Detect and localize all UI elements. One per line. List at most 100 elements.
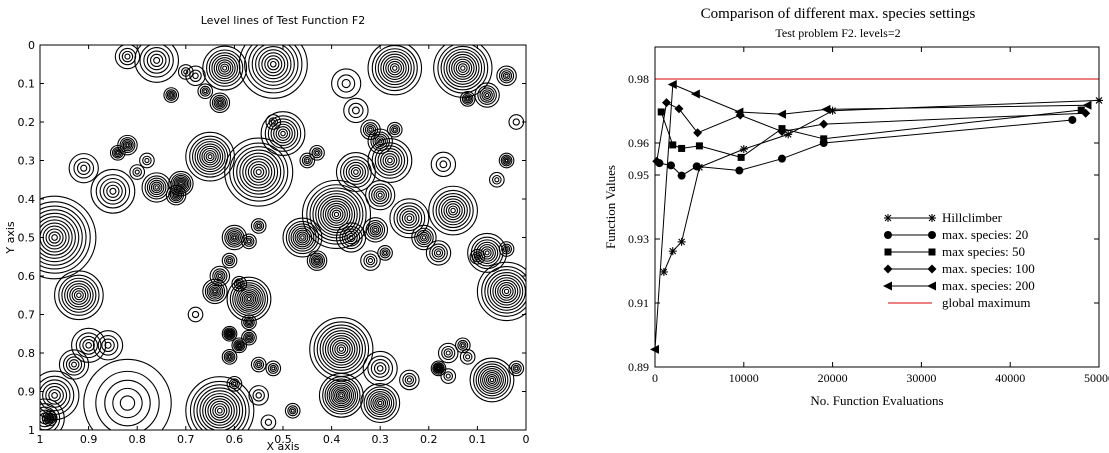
contour-ring [265, 360, 282, 377]
contour-peak [238, 45, 308, 99]
contour-ring [429, 243, 448, 263]
contour-peak [437, 342, 459, 364]
contour-ring [47, 415, 53, 422]
contour-ring [457, 63, 468, 73]
contour-ring [360, 119, 381, 140]
data-point [819, 119, 829, 129]
contour-ring [221, 325, 238, 342]
contour-ring [498, 68, 515, 84]
contour-ring [227, 230, 241, 245]
contour-ring [369, 224, 382, 236]
contour-ring [389, 124, 401, 136]
contour-ring [370, 131, 391, 152]
contour-ring [448, 205, 459, 216]
contour-ring [245, 158, 273, 186]
contour-ring [40, 212, 80, 263]
contour-peak [508, 360, 525, 377]
x-tick-label: 40000 [995, 371, 1025, 385]
contour-ring [438, 195, 468, 226]
data-point [662, 98, 672, 108]
contour-ring [199, 85, 211, 97]
contour-ring [71, 287, 87, 303]
contour-ring [497, 281, 516, 301]
contour-ring [338, 346, 344, 352]
contour-ring [314, 150, 320, 155]
contour-ring [205, 152, 215, 162]
contour-ring [372, 133, 388, 149]
contour-ring [166, 90, 176, 100]
contour-peak [469, 357, 515, 403]
contour-peak [430, 360, 447, 377]
data-point [739, 145, 748, 154]
contour-ring [250, 218, 267, 234]
contour-peak [467, 232, 508, 273]
contour-ring [258, 49, 289, 80]
contour-ring [421, 235, 427, 240]
contour-ring [514, 366, 519, 371]
contour-ring [372, 395, 389, 411]
contour-ring [313, 321, 370, 377]
contour-ring [224, 328, 235, 339]
contour-ring [348, 102, 364, 119]
contour-ring [202, 393, 238, 429]
contour-peak [117, 134, 138, 156]
contour-ring [374, 135, 386, 147]
contour-peak [231, 337, 248, 354]
series-square [657, 106, 1085, 161]
contour-ring [401, 210, 417, 226]
y-tick-label: 1 [28, 424, 35, 437]
contour-ring [473, 253, 482, 261]
legend-marker [884, 214, 892, 222]
legend-marker [927, 281, 936, 291]
contour-ring [169, 93, 173, 97]
contour-peak [241, 314, 257, 331]
contour-ring [502, 245, 511, 253]
x-tick-label: 0.7 [177, 433, 195, 446]
contour-peak [134, 45, 180, 83]
contour-ring [420, 233, 428, 242]
contour-ring [267, 362, 279, 374]
line-chart: Comparison of different max. species set… [603, 6, 1109, 408]
contour-ring [251, 45, 295, 86]
contour-ring [241, 233, 257, 250]
contour-ring [143, 47, 170, 74]
contour-ring [448, 53, 478, 83]
contour-ring [270, 121, 296, 146]
contour-peak [226, 276, 272, 322]
contour-ring [82, 339, 95, 352]
contour-ring [443, 348, 453, 358]
contour-ring [197, 83, 214, 100]
contour-ring [344, 230, 358, 245]
contour-ring [92, 330, 124, 361]
contour-peak [109, 144, 126, 161]
series-circle [655, 115, 1077, 180]
contour-ring [124, 141, 131, 149]
contour-ring [288, 223, 317, 252]
contour-peak [299, 152, 316, 169]
contour-peak [68, 153, 99, 184]
contour-ring [250, 163, 267, 181]
contour-ring [141, 172, 172, 203]
contour-ring [370, 393, 391, 413]
contour-ring [446, 51, 480, 85]
contour-ring [309, 144, 325, 161]
contour-peak [265, 114, 282, 130]
contour-ring [312, 190, 361, 239]
contour-ring [220, 63, 230, 73]
contour-ring [264, 115, 302, 152]
contour-ring [377, 400, 383, 406]
contour-peak [433, 45, 493, 98]
contour-ring [348, 164, 364, 180]
contour-ring [434, 364, 443, 373]
contour-ring [367, 138, 413, 183]
contour-ring [469, 248, 486, 265]
contour-ring [229, 142, 289, 202]
contour-ring [95, 174, 131, 209]
data-point [678, 144, 686, 152]
contour-peak [185, 376, 255, 430]
contour-ring [368, 183, 392, 207]
contour-ring [512, 118, 520, 126]
y-tick-label: 0.89 [628, 360, 649, 374]
contour-peak [399, 369, 420, 391]
contour-ring [97, 334, 119, 356]
